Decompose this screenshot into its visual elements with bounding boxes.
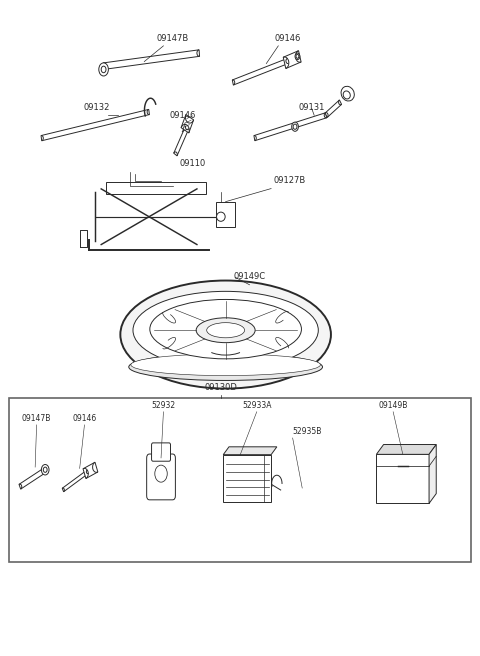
- Text: 09146: 09146: [169, 111, 196, 120]
- Bar: [223, 455, 271, 502]
- Ellipse shape: [133, 291, 318, 369]
- Polygon shape: [254, 113, 326, 141]
- Ellipse shape: [120, 281, 331, 388]
- Text: 09149B: 09149B: [378, 401, 408, 410]
- Polygon shape: [80, 230, 87, 247]
- Bar: [376, 455, 429, 503]
- Bar: [106, 182, 206, 194]
- Ellipse shape: [216, 212, 225, 221]
- Circle shape: [295, 53, 300, 60]
- Polygon shape: [223, 447, 277, 455]
- FancyBboxPatch shape: [152, 443, 170, 461]
- FancyBboxPatch shape: [9, 398, 471, 562]
- Text: 09127B: 09127B: [274, 176, 306, 185]
- Text: 09146: 09146: [275, 33, 301, 43]
- Text: 52935B: 52935B: [293, 427, 322, 436]
- Polygon shape: [174, 126, 189, 156]
- Ellipse shape: [343, 91, 350, 99]
- Circle shape: [41, 464, 49, 475]
- Text: 09132: 09132: [83, 103, 109, 112]
- Circle shape: [101, 66, 106, 73]
- Polygon shape: [83, 462, 98, 478]
- Ellipse shape: [129, 354, 323, 380]
- Polygon shape: [429, 445, 436, 503]
- Ellipse shape: [196, 318, 255, 342]
- Text: 09110: 09110: [179, 159, 205, 168]
- Ellipse shape: [207, 323, 245, 338]
- Text: 09149C: 09149C: [233, 272, 265, 281]
- Text: 09131: 09131: [299, 103, 325, 112]
- Text: 52932: 52932: [151, 401, 176, 410]
- Polygon shape: [103, 50, 200, 70]
- Circle shape: [43, 467, 47, 472]
- Polygon shape: [62, 470, 88, 492]
- Circle shape: [99, 63, 108, 76]
- Circle shape: [155, 465, 167, 482]
- Polygon shape: [181, 115, 193, 133]
- FancyBboxPatch shape: [147, 454, 175, 500]
- Text: 52933A: 52933A: [242, 401, 272, 410]
- Polygon shape: [283, 51, 301, 68]
- Polygon shape: [41, 110, 149, 141]
- Polygon shape: [325, 100, 342, 117]
- Text: 09130D: 09130D: [204, 383, 237, 392]
- Polygon shape: [19, 468, 46, 489]
- Bar: [216, 201, 235, 226]
- Ellipse shape: [150, 299, 301, 359]
- Text: 09147B: 09147B: [157, 33, 189, 43]
- Polygon shape: [232, 58, 288, 85]
- Text: 09146: 09146: [72, 414, 96, 423]
- Ellipse shape: [341, 87, 354, 101]
- Circle shape: [293, 124, 297, 129]
- Text: 09147B: 09147B: [22, 414, 51, 423]
- Circle shape: [296, 54, 299, 58]
- Ellipse shape: [131, 354, 321, 376]
- Polygon shape: [376, 445, 436, 455]
- Circle shape: [292, 122, 299, 131]
